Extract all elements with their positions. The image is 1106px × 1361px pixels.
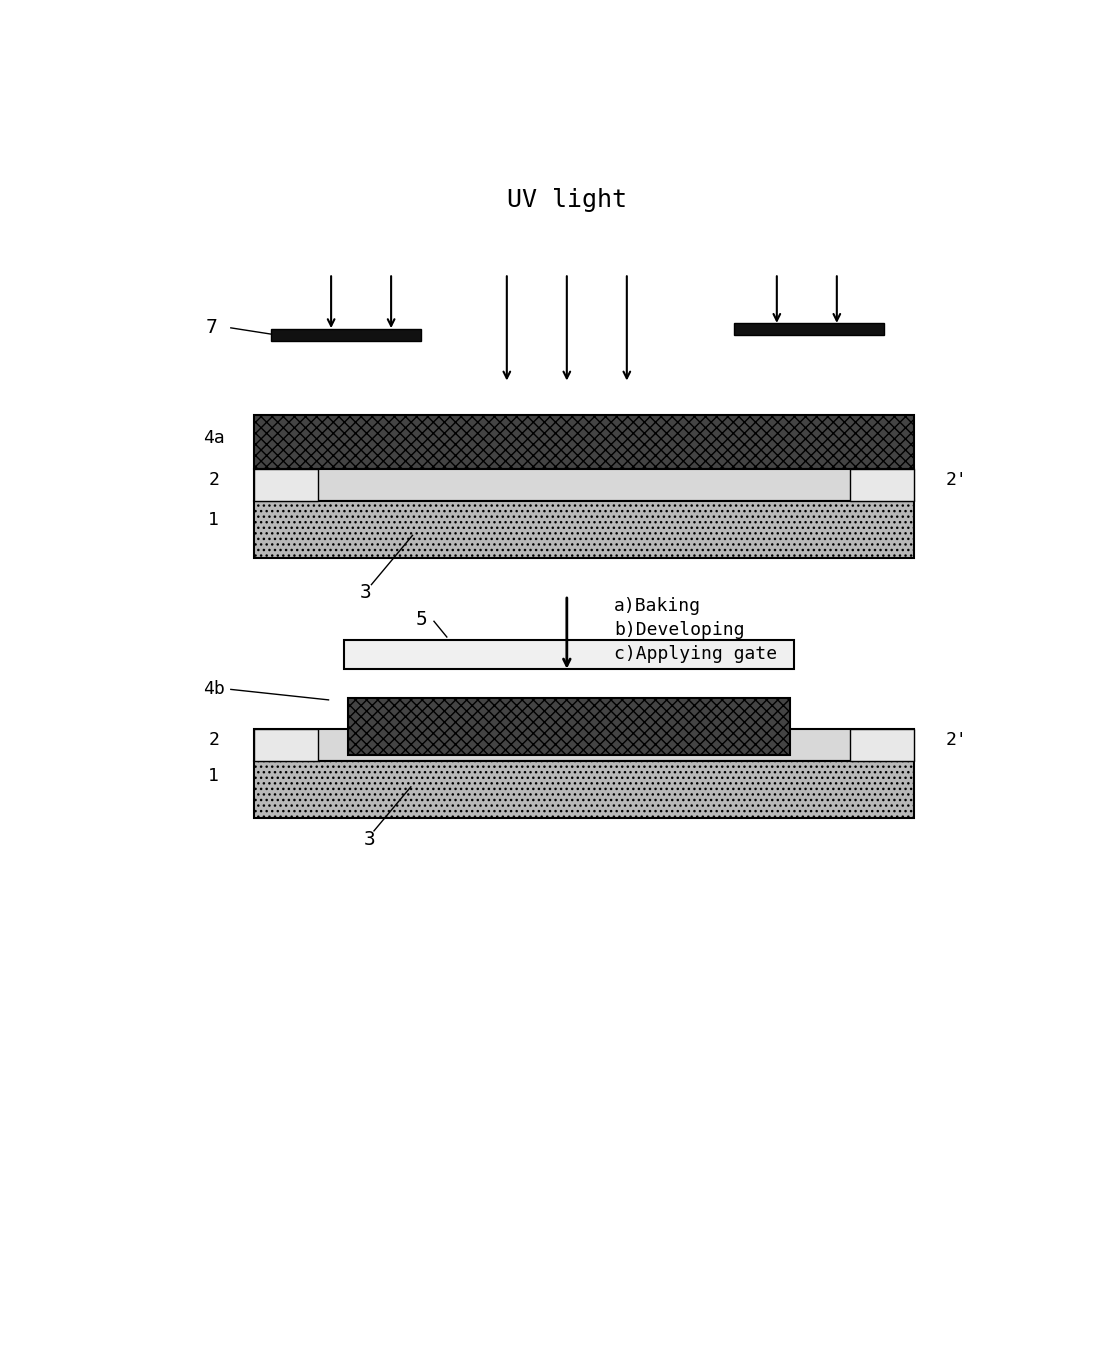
Bar [254,729,914,761]
Text: 4b: 4b [202,680,225,698]
Text: 5: 5 [415,610,427,629]
Bar [254,501,914,558]
Text: 4a: 4a [202,429,225,446]
Text: 2': 2' [946,471,968,489]
Text: UV light: UV light [507,188,627,212]
Bar [271,329,421,342]
Bar [849,729,914,761]
Bar [254,415,914,470]
Bar [254,761,914,818]
Text: c)Applying gate: c)Applying gate [614,645,778,663]
Text: 1: 1 [208,510,219,528]
Text: a)Baking: a)Baking [614,596,701,615]
Bar [254,470,914,501]
Text: b)Developing: b)Developing [614,621,744,638]
Text: 2: 2 [208,731,219,749]
Text: 3: 3 [359,584,372,603]
Bar [254,470,319,501]
Text: 2': 2' [946,731,968,749]
Text: 1: 1 [208,768,219,785]
Text: 3: 3 [364,830,376,849]
Bar [344,640,794,670]
Text: 7: 7 [206,318,217,338]
Bar [849,470,914,501]
Text: 2: 2 [208,471,219,489]
Bar [348,698,790,755]
Bar [734,323,884,335]
Bar [254,729,319,761]
